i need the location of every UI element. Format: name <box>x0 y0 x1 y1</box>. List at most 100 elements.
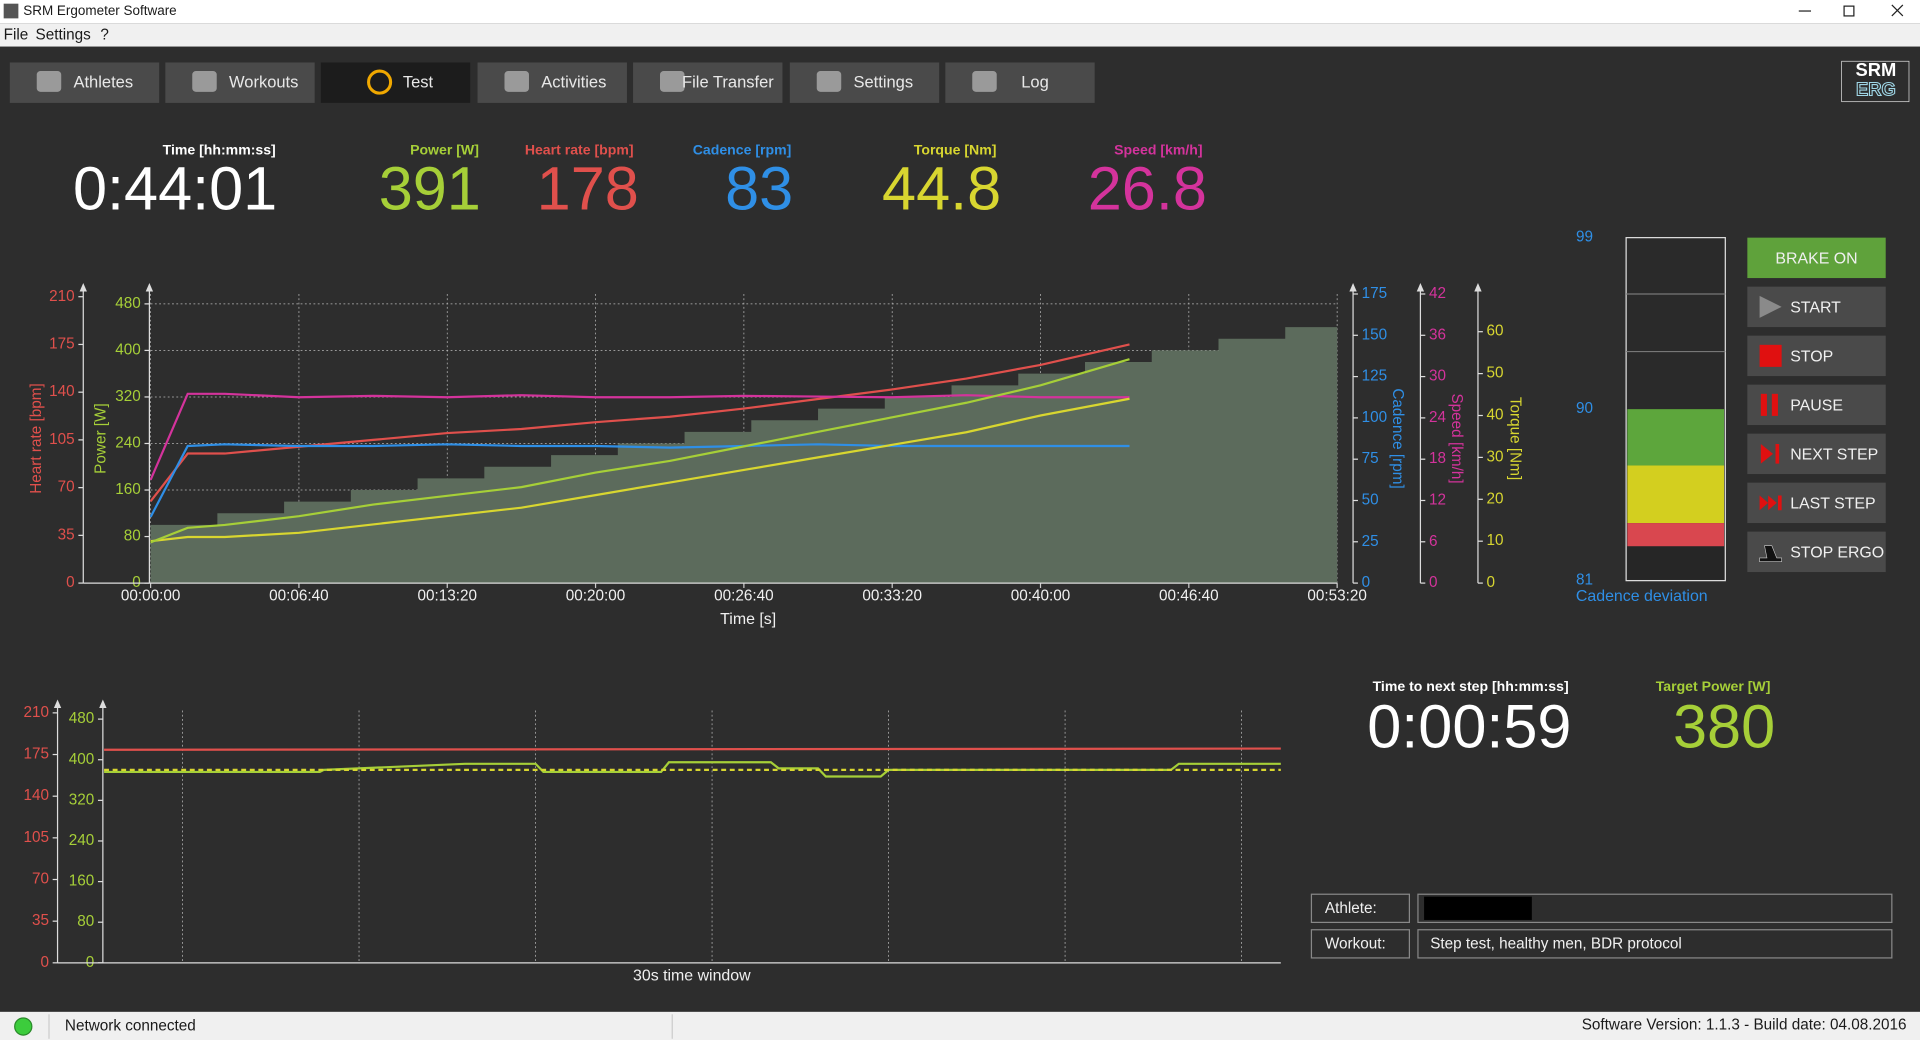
button-icon <box>1759 545 1782 562</box>
info-value-box <box>1417 929 1893 959</box>
network-indicator <box>14 1017 33 1036</box>
y-tick-label: 25 <box>1362 533 1379 550</box>
tab-label: Settings <box>853 73 913 92</box>
next-step-label: Time to next step [hh:mm:ss] <box>1373 678 1569 694</box>
menu-item[interactable]: File <box>4 27 29 44</box>
gauge-band-green <box>1627 409 1725 466</box>
tab-label: File Transfer <box>682 73 774 92</box>
title-bar <box>0 0 1920 24</box>
gauge-band-red <box>1627 523 1725 547</box>
control-button[interactable] <box>1747 384 1886 426</box>
next-step-value: 0:00:59 <box>1367 692 1571 760</box>
restore[interactable] <box>1843 5 1855 17</box>
y-tick-label: 140 <box>49 383 75 400</box>
info-label: Workout: <box>1325 935 1386 952</box>
tab[interactable] <box>945 62 1095 103</box>
redacted <box>1424 896 1532 920</box>
target-power-label: Target Power [W] <box>1656 678 1771 694</box>
y-tick-label: 10 <box>1487 532 1504 549</box>
y-tick-label: 210 <box>49 288 75 305</box>
y-tick-label: 240 <box>69 832 95 849</box>
y-tick-label: 175 <box>49 335 75 352</box>
tab-label: Log <box>1021 73 1049 92</box>
series-line <box>150 358 1130 544</box>
tab-icon <box>367 69 393 95</box>
tab-icon <box>816 71 842 92</box>
y-tick-label: 42 <box>1429 285 1446 302</box>
tab[interactable] <box>9 62 160 103</box>
gauge-tick-label: 90 <box>1576 400 1593 417</box>
status-bar <box>0 1011 1920 1040</box>
gauge-band-yellow <box>1627 465 1725 524</box>
y-tick-label: 50 <box>1362 492 1379 509</box>
metric-value: 178 <box>537 155 639 223</box>
y-tick-label: 0 <box>66 574 75 591</box>
tab-label: Workouts <box>229 73 298 92</box>
x-tick-label: 00:00:00 <box>121 588 181 605</box>
tab[interactable] <box>477 62 627 103</box>
gauge-tick-label: 81 <box>1576 572 1593 589</box>
close[interactable] <box>1891 4 1904 17</box>
y-axis-label: Heart rate [bpm] <box>28 383 45 494</box>
y-tick-label: 480 <box>69 710 95 727</box>
y-tick-label: 30 <box>1429 368 1446 385</box>
tab[interactable] <box>320 62 471 103</box>
y-tick-label: 175 <box>23 746 49 763</box>
series-line <box>104 747 1281 751</box>
y-tick-label: 35 <box>32 912 49 929</box>
y-tick-label: 480 <box>115 295 141 312</box>
tab-bar: Athletes Workouts Test Activities File Trans… <box>9 62 1095 103</box>
metrics: Time [hh:mm:ss]0:44:01 Power [W]391 Heart … <box>73 141 1207 222</box>
control-button[interactable] <box>1747 237 1886 279</box>
tab-icon <box>192 71 217 92</box>
metric-value: 83 <box>725 155 793 223</box>
tab[interactable] <box>165 62 315 103</box>
button-label: STOP <box>1790 348 1833 365</box>
axis-arrow <box>1349 282 1357 292</box>
y-tick-label: 80 <box>77 913 94 930</box>
tab-label: Activities <box>541 73 606 92</box>
tab-label: Athletes <box>73 73 133 92</box>
tab-label: Test <box>403 73 434 92</box>
x-tick-label: 00:53:20 <box>1307 588 1367 605</box>
y-tick-label: 12 <box>1429 492 1446 509</box>
cadence-gauge: Cadence deviation 81 90 99 <box>1576 229 1726 605</box>
y-tick-label: 150 <box>1362 326 1388 343</box>
x-tick-label: 00:46:40 <box>1159 588 1219 605</box>
y-tick-label: 105 <box>23 829 49 846</box>
logo-text: ERG <box>1856 79 1896 100</box>
x-tick-label: 00:26:40 <box>714 588 774 605</box>
menu-bar <box>0 23 1920 47</box>
x-tick-label: 00:20:00 <box>566 588 626 605</box>
metric-label: Time [hh:mm:ss] <box>163 141 276 157</box>
button-icon <box>1759 495 1782 511</box>
button-icon <box>1760 393 1767 416</box>
series-line <box>149 392 1130 481</box>
tab[interactable] <box>633 62 783 103</box>
x-tick-label: 00:13:20 <box>417 588 477 605</box>
y-tick-label: 125 <box>1362 368 1388 385</box>
y-axis-label: Speed [km/h] <box>1448 393 1465 483</box>
y-tick-label: 50 <box>1487 365 1504 382</box>
target-area <box>150 327 1338 584</box>
menu-item[interactable]: ? <box>100 27 109 44</box>
main-chart: 00:00:00 00:06:40 00:13:20 00:20:00 00:26:40… <box>28 282 1524 628</box>
window-title: SRM Ergometer Software <box>23 3 176 18</box>
button-label: LAST STEP <box>1790 495 1875 512</box>
tab-icon <box>660 71 685 92</box>
y-tick-label: 40 <box>1487 407 1504 424</box>
button-icon <box>1771 393 1778 416</box>
y-tick-label: 24 <box>1429 409 1447 426</box>
gauge-label: Cadence deviation <box>1576 588 1708 605</box>
app-icon <box>3 3 19 19</box>
y-axis-label: Torque [Nm] <box>1507 397 1524 480</box>
axis-arrow <box>1474 282 1482 292</box>
metric-value: 0:44:01 <box>73 155 277 223</box>
logo <box>1841 60 1910 103</box>
tab[interactable] <box>789 62 940 103</box>
y-tick-label: 0 <box>40 954 49 971</box>
menu-item[interactable]: Settings <box>36 27 92 44</box>
button-icon <box>1759 295 1782 318</box>
metric-label: Torque [Nm] <box>914 141 997 157</box>
